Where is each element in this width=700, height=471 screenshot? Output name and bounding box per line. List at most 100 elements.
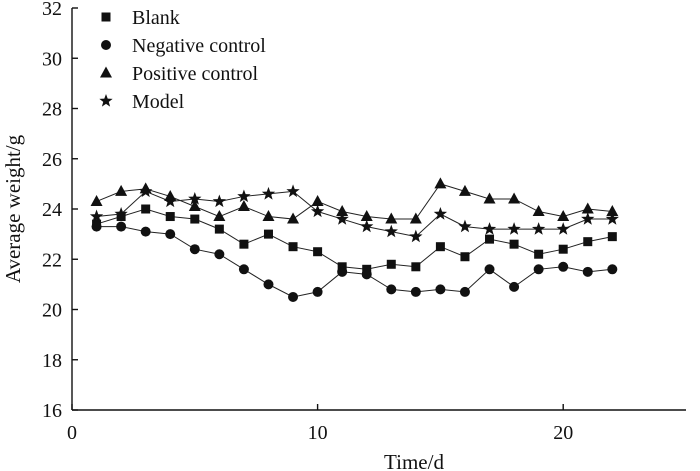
- legend-entry: Model: [99, 91, 185, 113]
- data-point: [606, 205, 619, 217]
- data-point: [581, 202, 594, 214]
- data-point: [337, 266, 348, 277]
- data-point: [91, 221, 102, 232]
- data-point: [286, 184, 300, 198]
- data-point: [409, 212, 422, 224]
- data-point: [335, 212, 349, 225]
- data-point: [214, 224, 224, 234]
- data-point: [360, 210, 373, 222]
- data-point: [605, 212, 619, 225]
- x-tick-label: 20: [553, 422, 573, 444]
- data-point: [582, 266, 593, 277]
- data-point: [534, 249, 544, 259]
- data-point: [288, 242, 298, 252]
- data-point: [337, 262, 347, 272]
- data-point: [434, 177, 447, 189]
- data-point: [237, 199, 250, 211]
- series-positive-control: [90, 177, 619, 224]
- data-point: [188, 199, 201, 211]
- y-tick-label: 28: [42, 99, 62, 121]
- data-point: [433, 207, 448, 220]
- data-point: [313, 247, 323, 257]
- data-point: [139, 184, 153, 198]
- data-point: [362, 264, 372, 274]
- data-point: [558, 244, 568, 254]
- data-point: [531, 222, 546, 235]
- data-point: [140, 226, 151, 237]
- data-point: [188, 191, 202, 205]
- series-line: [96, 183, 613, 220]
- data-point: [89, 209, 104, 223]
- data-point: [483, 192, 496, 204]
- y-tick-label: 22: [42, 249, 62, 271]
- y-axis-title: Average weight/g: [1, 134, 25, 283]
- legend-entry: Negative control: [101, 35, 266, 57]
- data-point: [310, 204, 325, 218]
- series-model: [89, 184, 619, 243]
- legend-marker: [101, 40, 111, 50]
- data-point: [312, 286, 323, 297]
- data-point: [212, 194, 227, 208]
- series-layer: [89, 177, 619, 302]
- legend-label: Blank: [132, 7, 180, 29]
- legend-label: Positive control: [132, 63, 259, 85]
- y-tick-label: 32: [42, 0, 62, 20]
- data-point: [336, 205, 349, 217]
- data-point: [239, 239, 249, 249]
- x-axis-title: Time/d: [384, 450, 444, 471]
- data-point: [288, 291, 299, 302]
- data-point: [238, 264, 249, 275]
- y-tick-label: 16: [42, 400, 62, 422]
- data-point: [361, 269, 372, 280]
- data-point: [163, 194, 177, 208]
- series-line: [96, 190, 613, 238]
- data-point: [509, 239, 519, 249]
- data-point: [509, 281, 520, 292]
- y-tick-label: 24: [42, 199, 62, 221]
- data-point: [435, 284, 446, 295]
- y-tick-label: 30: [42, 48, 62, 70]
- data-point: [114, 207, 128, 220]
- data-point: [508, 192, 521, 204]
- series-blank: [92, 204, 617, 274]
- data-point: [237, 189, 251, 203]
- data-point: [384, 224, 398, 238]
- legend-entry: Positive control: [100, 63, 259, 85]
- y-tick-label: 18: [42, 350, 62, 372]
- data-point: [165, 229, 176, 240]
- data-point: [262, 210, 275, 222]
- data-point: [213, 210, 226, 222]
- data-point: [90, 194, 103, 206]
- data-point: [311, 194, 324, 206]
- data-point: [507, 222, 521, 235]
- legend-marker: [100, 66, 112, 78]
- legend-label: Model: [132, 91, 185, 113]
- data-point: [532, 205, 545, 217]
- data-point: [190, 214, 200, 224]
- axes: 16 18 20 22 24 26 28 30 32 0 10 20: [42, 0, 686, 444]
- x-tick-label: 0: [67, 422, 77, 444]
- legend-marker: [101, 12, 111, 22]
- data-point: [287, 212, 300, 224]
- data-point: [581, 212, 595, 225]
- data-point: [460, 252, 470, 262]
- data-point: [458, 184, 471, 196]
- data-point: [410, 286, 421, 297]
- legend-entry: Blank: [101, 7, 180, 29]
- data-point: [533, 264, 544, 275]
- data-point: [141, 204, 151, 214]
- data-point: [263, 229, 273, 239]
- data-point: [214, 249, 225, 260]
- data-point: [435, 242, 445, 252]
- data-point: [409, 229, 423, 243]
- data-point: [557, 210, 570, 222]
- data-point: [607, 264, 618, 275]
- data-point: [482, 222, 497, 235]
- data-point: [263, 279, 274, 290]
- data-point: [484, 264, 495, 275]
- data-point: [360, 219, 374, 233]
- y-tick-label: 26: [42, 149, 62, 171]
- data-point: [261, 186, 276, 200]
- data-point: [115, 184, 128, 196]
- data-point: [583, 237, 593, 247]
